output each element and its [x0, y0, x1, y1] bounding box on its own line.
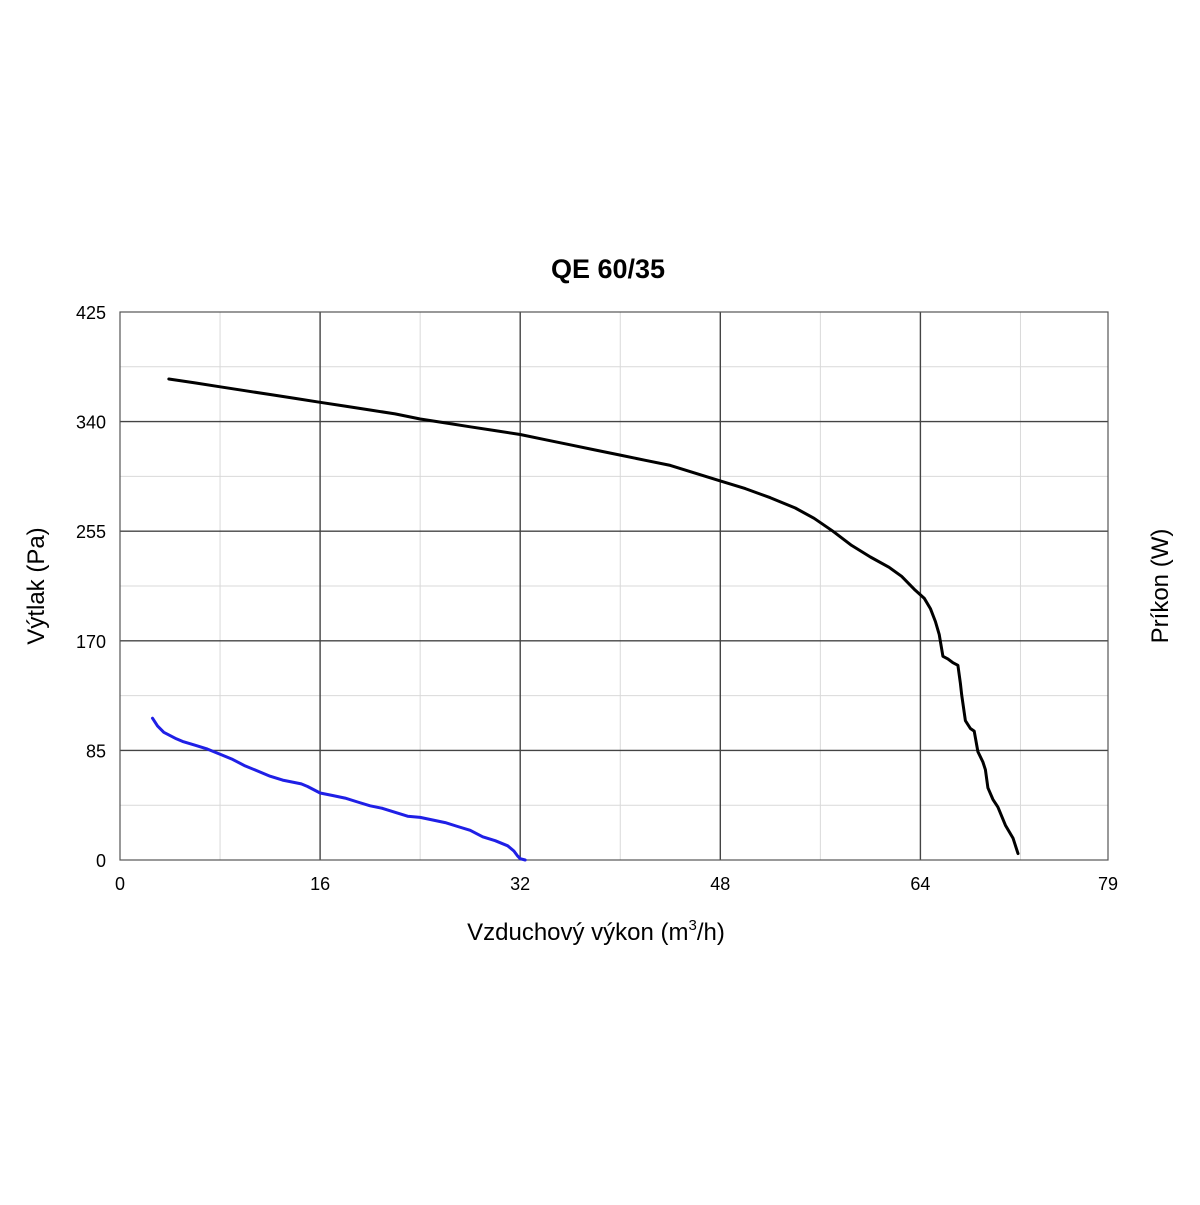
secondary-y-axis-label: Príkon (W): [1147, 529, 1174, 644]
y-tick-label: 255: [76, 522, 106, 542]
x-tick-label: 48: [710, 874, 730, 894]
x-axis-label-suffix: /h): [697, 919, 725, 946]
x-tick-label: 16: [310, 874, 330, 894]
y-tick-label: 170: [76, 632, 106, 652]
y-tick-label: 425: [76, 303, 106, 323]
y-tick-labels: 0 85 170 255 340 425: [76, 303, 106, 871]
chart-title: QE 60/35: [551, 254, 665, 284]
x-tick-label: 0: [115, 874, 125, 894]
y-tick-label: 85: [86, 741, 106, 761]
y-tick-label: 0: [96, 851, 106, 871]
minor-grid: [120, 312, 1108, 860]
y-tick-label: 340: [76, 413, 106, 433]
y-axis-label: Výtlak (Pa): [23, 527, 50, 644]
series-line-1: [167, 377, 1020, 856]
plot-frame: [119, 311, 1109, 861]
x-tick-label: 32: [510, 874, 530, 894]
series-layer: [151, 377, 1020, 862]
x-tick-labels: 0 16 32 48 64 79: [115, 874, 1118, 894]
x-tick-label: 64: [910, 874, 930, 894]
x-axis-label: Vzduchový výkon (m3/h): [467, 917, 725, 946]
x-axis-label-main: Vzduchový výkon (m: [467, 919, 688, 946]
series-line-2: [151, 716, 527, 862]
x-tick-label: 79: [1098, 874, 1118, 894]
x-axis-label-superscript: 3: [689, 917, 697, 934]
